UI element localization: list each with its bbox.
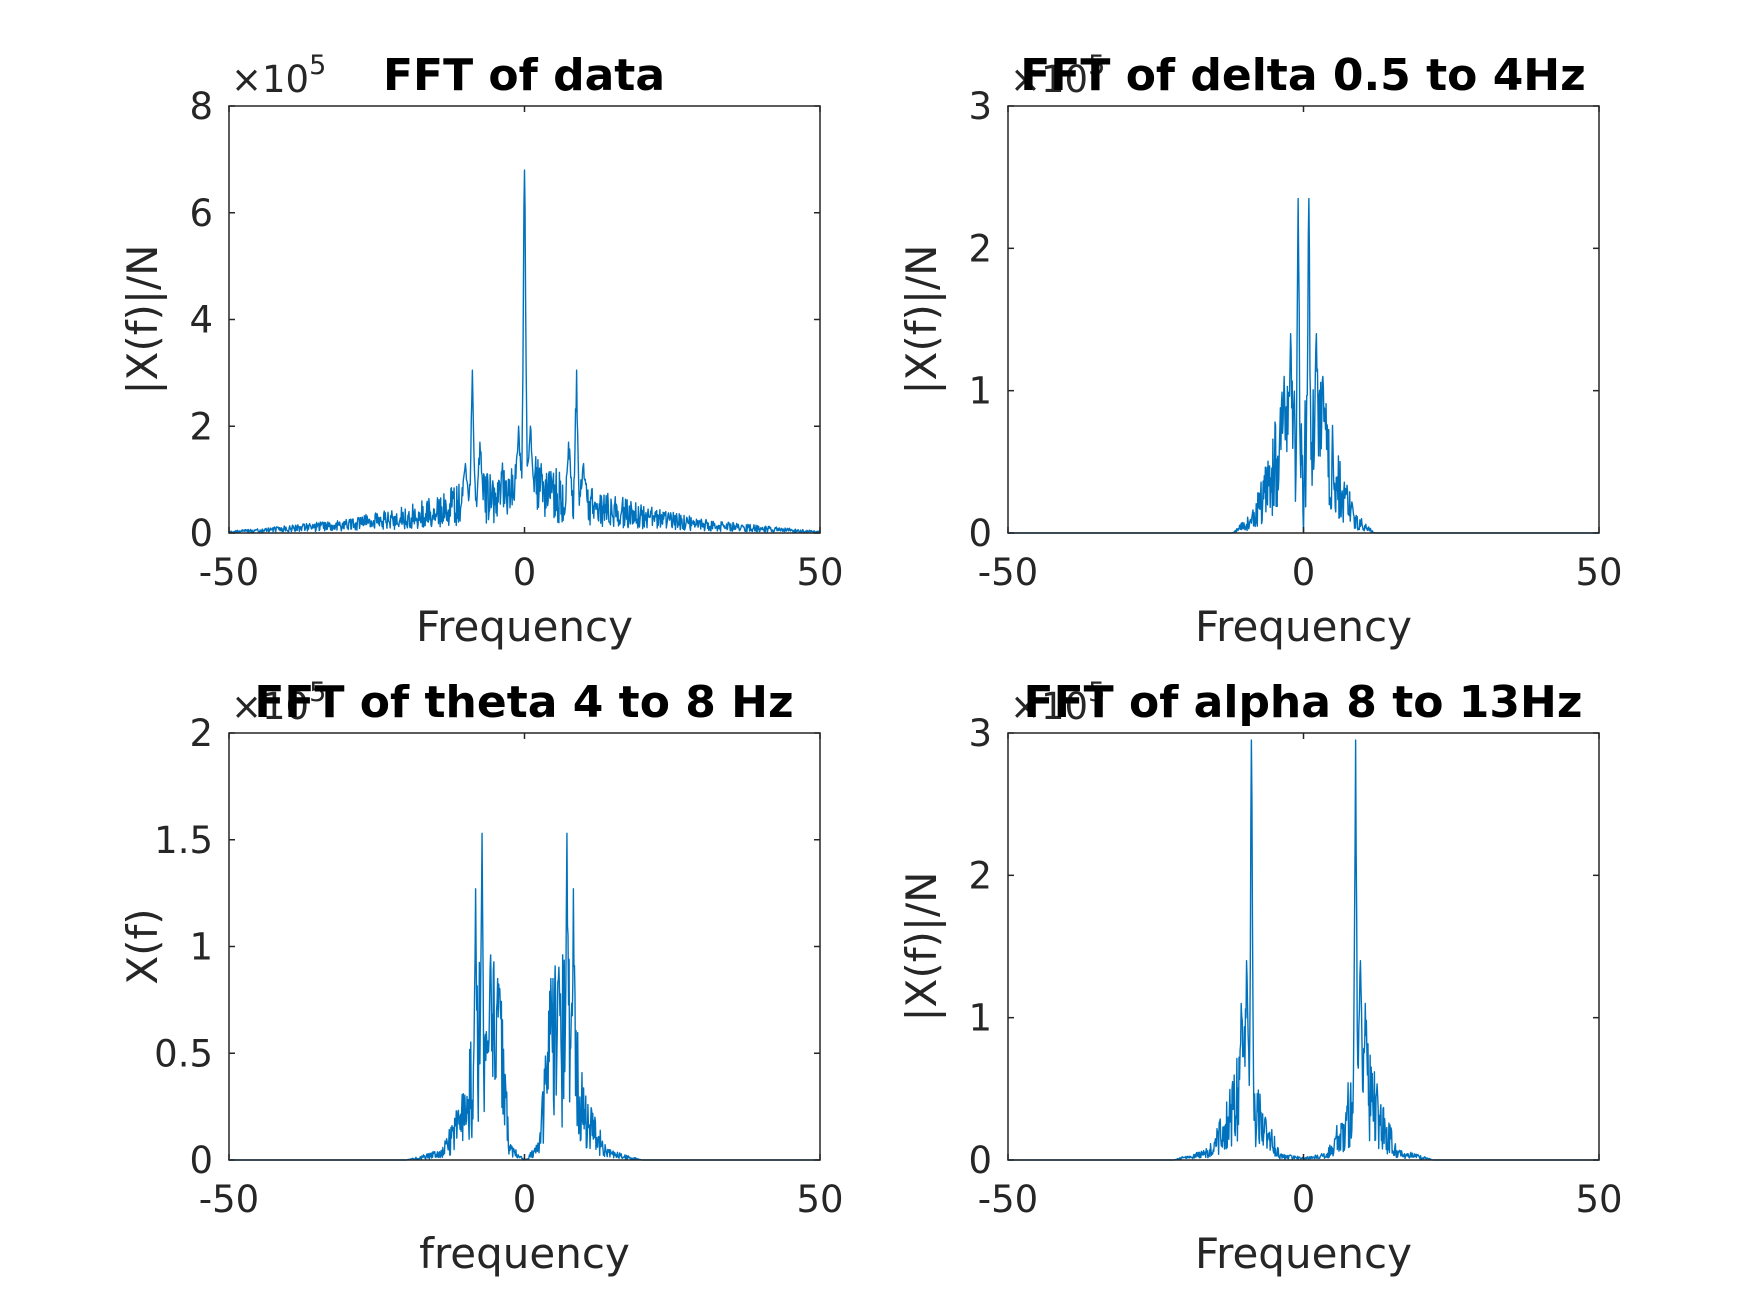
y-tick-label: 0 — [968, 512, 992, 555]
axes-box — [228, 732, 821, 1161]
x-axis-label: Frequency — [416, 602, 633, 651]
series-line — [228, 832, 821, 1161]
y-tick-label: 6 — [189, 192, 213, 235]
y-tick-label: 0 — [968, 1139, 992, 1182]
x-tick-label: 0 — [513, 1178, 537, 1221]
y-exponent-label: ×105 — [1010, 50, 1105, 101]
y-exponent-label: ×105 — [1010, 677, 1105, 728]
x-tick-label: -50 — [199, 551, 259, 594]
x-axis-label: Frequency — [1195, 602, 1412, 651]
y-tick-label: 0.5 — [154, 1032, 213, 1075]
y-tick-label: 2 — [968, 227, 992, 270]
y-axis-label: |X(f)|/N — [897, 244, 946, 394]
subplot-title: FFT of data — [383, 50, 665, 101]
y-exponent-label: ×105 — [231, 50, 326, 101]
y-axis-label: |X(f)|/N — [897, 871, 946, 1021]
x-tick-label: 0 — [1292, 551, 1316, 594]
x-tick-label: 0 — [513, 551, 537, 594]
x-tick-label: -50 — [978, 551, 1038, 594]
axes-box — [1007, 732, 1600, 1161]
x-tick-label: -50 — [978, 1178, 1038, 1221]
y-axis-label: |X(f)|/N — [118, 244, 167, 394]
x-tick-label: 50 — [796, 1178, 843, 1221]
y-tick-label: 2 — [968, 854, 992, 897]
x-tick-label: -50 — [199, 1178, 259, 1221]
y-exponent-label: ×105 — [231, 677, 326, 728]
y-tick-label: 0 — [189, 512, 213, 555]
series-line — [1007, 739, 1600, 1161]
x-axis-label: frequency — [419, 1229, 630, 1278]
y-tick-label: 4 — [189, 299, 213, 342]
series-line — [1007, 197, 1600, 534]
y-tick-label: 1 — [968, 997, 992, 1040]
y-tick-label: 0 — [189, 1139, 213, 1182]
y-tick-label: 3 — [968, 85, 992, 128]
x-tick-label: 0 — [1292, 1178, 1316, 1221]
y-tick-label: 1 — [968, 370, 992, 413]
y-tick-label: 1.5 — [154, 819, 213, 862]
series-line — [228, 169, 821, 534]
y-tick-label: 8 — [189, 85, 213, 128]
y-tick-label: 1 — [189, 926, 213, 969]
y-tick-label: 2 — [189, 712, 213, 755]
x-tick-label: 50 — [1575, 551, 1622, 594]
y-tick-label: 2 — [189, 405, 213, 448]
y-axis-label: X(f) — [118, 908, 167, 984]
x-tick-label: 50 — [796, 551, 843, 594]
x-axis-label: Frequency — [1195, 1229, 1412, 1278]
x-tick-label: 50 — [1575, 1178, 1622, 1221]
y-tick-label: 3 — [968, 712, 992, 755]
subplot-title: FFT of delta 0.5 to 4Hz — [1020, 50, 1586, 101]
subplot-title: FFT of theta 4 to 8 Hz — [254, 677, 793, 728]
axes-box — [1007, 105, 1600, 534]
subplot-title: FFT of alpha 8 to 13Hz — [1024, 677, 1583, 728]
